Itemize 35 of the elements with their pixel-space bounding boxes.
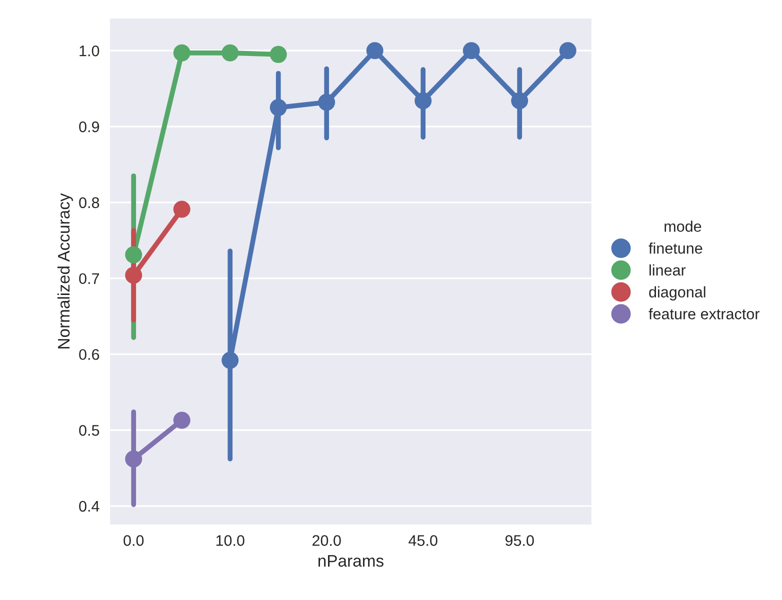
point — [125, 266, 142, 284]
y-tick-label: 1.0 — [80, 46, 100, 56]
point — [414, 92, 432, 110]
y-tick-label: 0.5 — [79, 424, 100, 436]
point — [173, 412, 190, 429]
y-tick-label: 0.7 — [79, 273, 99, 284]
point — [511, 92, 528, 110]
legend-label: diagonal — [649, 286, 706, 300]
x-tick-label: 10.0 — [216, 535, 244, 546]
y-tick-label: 0.8 — [79, 197, 100, 208]
legend-label: feature extractor — [648, 308, 760, 320]
x-tick-label: 45.0 — [408, 535, 438, 546]
point — [125, 246, 142, 264]
point — [366, 42, 384, 60]
point — [125, 450, 142, 468]
legend-label: linear — [650, 264, 686, 276]
x-tick-label: 95.0 — [505, 535, 534, 546]
y-axis-title: Normalized Accuracy — [57, 193, 73, 348]
point — [222, 44, 239, 62]
point — [318, 94, 336, 111]
x-tick-label: 20.0 — [312, 535, 341, 546]
point — [462, 42, 480, 60]
x-axis-title: nParams — [318, 555, 384, 567]
point — [270, 99, 287, 116]
x-tick-label: 0.0 — [124, 535, 144, 546]
y-tick-label: 0.9 — [79, 121, 100, 132]
point — [173, 200, 190, 218]
y-tick-label: 0.4 — [79, 500, 100, 512]
y-tick-label: 0.6 — [79, 349, 100, 360]
point — [222, 352, 239, 369]
point — [559, 42, 576, 60]
point — [173, 44, 190, 62]
point — [270, 46, 287, 63]
legend-title: mode — [664, 220, 702, 232]
legend-label: finetune — [648, 242, 702, 254]
